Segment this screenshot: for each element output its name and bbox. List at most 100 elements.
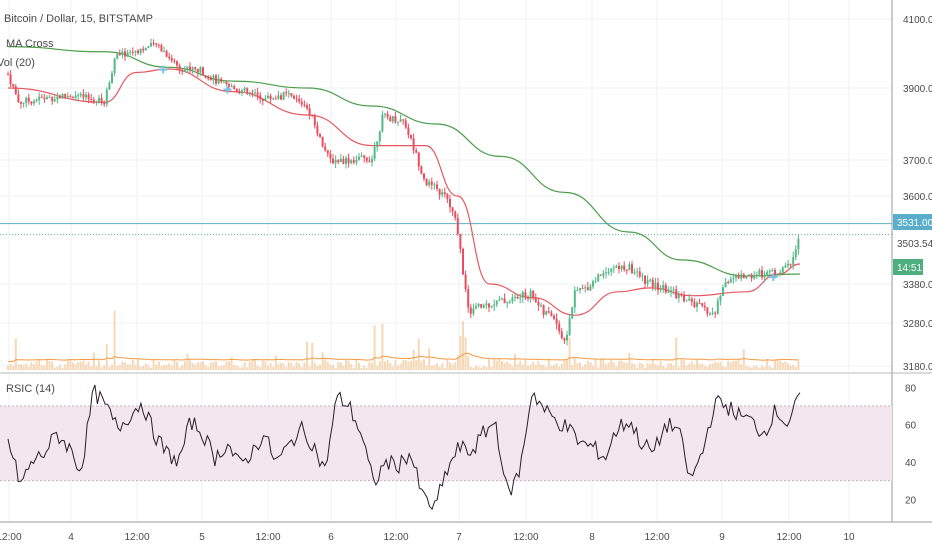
volume-bar (462, 321, 464, 370)
volume-bar (329, 364, 332, 370)
candle (755, 274, 758, 277)
candle (537, 302, 540, 306)
candle (415, 150, 418, 153)
candle (727, 281, 730, 283)
candle (423, 173, 425, 179)
volume-bar (761, 365, 763, 370)
volume-bar (170, 365, 173, 370)
volume-bar (469, 367, 472, 370)
rsi-title[interactable]: RSIC (14) (6, 383, 55, 395)
candle (30, 101, 33, 104)
volume-bar (657, 365, 659, 370)
candle (670, 290, 672, 292)
candle (688, 298, 691, 301)
candle (51, 97, 54, 102)
volume-bar (311, 342, 314, 370)
volume-bar (176, 361, 178, 370)
price-tick-label: 3180.00 (903, 362, 932, 373)
volume-bar (594, 359, 597, 370)
volume-bar (87, 361, 90, 370)
candle (163, 51, 165, 53)
candle (241, 90, 243, 94)
volume-bar (368, 361, 371, 370)
candle (199, 67, 202, 73)
volume-bar (750, 367, 753, 370)
volume-bar (748, 366, 750, 370)
price-tick-label: 3280.00 (903, 319, 932, 330)
volume-bar (781, 362, 784, 370)
volume-bar (272, 366, 275, 370)
candle (64, 93, 67, 97)
rsi-axis[interactable]: 80 60 40 20 (905, 383, 917, 506)
candle (293, 95, 295, 99)
candle (53, 99, 56, 102)
indicator-volume[interactable]: Vol (20) (0, 57, 35, 69)
candle (716, 300, 719, 314)
volume-bar (797, 360, 800, 370)
candle (264, 98, 267, 102)
candle (74, 95, 77, 98)
ma-slow-line (7, 46, 801, 277)
candle (488, 303, 490, 308)
candle (339, 158, 342, 162)
candle (576, 290, 579, 292)
candle (729, 279, 732, 283)
volume-bar (415, 359, 418, 370)
volume-bar (745, 366, 748, 370)
candle (360, 155, 363, 157)
candle (121, 51, 124, 55)
volume-bar (771, 367, 774, 370)
price-axis[interactable]: 4100.00 3900.00 3700.00 3600.00 3380.00 3280.… (903, 15, 932, 373)
volume-bar (22, 364, 25, 370)
volume-bar (267, 366, 269, 370)
volume-bar (43, 365, 46, 370)
candle (181, 70, 184, 72)
volume-bar (680, 359, 683, 370)
candle (794, 249, 797, 258)
volume-bar (625, 362, 628, 370)
rsi-line (7, 384, 801, 511)
candle (711, 312, 714, 314)
candle (774, 269, 776, 275)
volume-bar (472, 367, 475, 370)
candle (563, 338, 566, 341)
candle (85, 94, 87, 98)
volume-bar (386, 359, 389, 370)
volume-bar (524, 360, 527, 370)
candle (675, 289, 678, 299)
candle (748, 274, 750, 277)
candle (108, 82, 111, 90)
volume-bar (56, 366, 59, 370)
volume-bar (568, 337, 571, 370)
volume-bar (25, 363, 28, 370)
volume-bar (27, 366, 30, 370)
volume-bar (217, 366, 220, 370)
time-axis[interactable]: 12:00 4 12:00 5 12:00 6 12:00 7 12:00 8 12:00 9 12:0… (0, 532, 855, 543)
candle (87, 94, 90, 99)
candle (142, 48, 145, 51)
symbol-title[interactable]: Bitcoin / Dollar, 15, BITSTAMP (4, 13, 153, 25)
volume-bar (553, 364, 555, 370)
candle (690, 298, 693, 302)
volume-bar (763, 366, 766, 370)
candle (267, 95, 269, 99)
candle (25, 97, 28, 103)
candle (425, 178, 428, 186)
candle (152, 43, 155, 45)
volume-bar (443, 367, 446, 370)
candle (524, 292, 527, 298)
candle (740, 274, 743, 279)
volume-bar (53, 367, 56, 370)
candle (56, 96, 59, 100)
volume-bar (303, 362, 306, 370)
indicator-ma-cross[interactable]: MA Cross (6, 38, 54, 50)
volume-bar (157, 361, 160, 370)
volume-bar (381, 323, 384, 370)
volume-bar (337, 362, 340, 370)
candle (475, 306, 477, 309)
volume-bar (251, 359, 254, 370)
volume-bar (280, 362, 282, 370)
candle (7, 74, 9, 76)
volume-bar (677, 367, 680, 370)
